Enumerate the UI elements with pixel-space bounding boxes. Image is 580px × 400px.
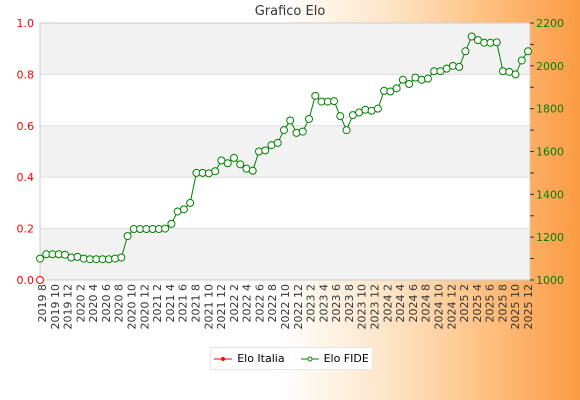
data-point — [461, 47, 470, 56]
x-tick-label: 2024 2 — [381, 284, 394, 323]
x-tick-label: 2020 4 — [87, 284, 100, 323]
data-point — [405, 80, 414, 89]
data-point — [273, 138, 282, 147]
data-point — [467, 32, 476, 41]
x-tick-label: 2019 12 — [62, 284, 75, 330]
data-point — [236, 160, 245, 169]
y-right-tick-label: 2200 — [536, 17, 564, 30]
y-left-tick-label: 0.0 — [17, 274, 35, 287]
x-tick-label: 2021 10 — [202, 284, 215, 330]
data-point — [423, 74, 432, 83]
data-point — [161, 224, 170, 233]
x-tick-label: 2020 10 — [126, 284, 139, 330]
x-tick-label: 2022 8 — [266, 284, 279, 323]
x-tick-label: 2021 12 — [215, 284, 228, 330]
x-tick-label: 2022 2 — [228, 284, 241, 323]
x-tick-label: 2025 2 — [458, 284, 471, 323]
y-left-tick-label: 0.4 — [17, 171, 35, 184]
data-point — [186, 198, 195, 207]
x-tick-label: 2024 6 — [407, 284, 420, 323]
x-tick-label: 2023 4 — [317, 284, 330, 323]
grid-band — [40, 125, 530, 178]
x-tick-label: 2025 12 — [522, 284, 535, 330]
x-tick-label: 2025 8 — [496, 284, 509, 323]
x-tick-label: 2023 6 — [330, 284, 343, 323]
y-right-tick-label: 1200 — [536, 231, 564, 244]
data-point — [330, 97, 339, 106]
x-tick-label: 2021 6 — [177, 284, 190, 323]
data-point — [398, 75, 407, 84]
legend-item-elo-italia: Elo Italia — [214, 352, 285, 365]
y-left-tick-label: 0.2 — [17, 223, 35, 236]
data-point — [117, 253, 126, 262]
x-tick-label: 2023 12 — [369, 284, 382, 330]
data-point — [386, 87, 395, 96]
y-right-tick-label: 1400 — [536, 188, 564, 201]
data-point — [392, 84, 401, 93]
chart-title: Grafico Elo — [254, 4, 326, 19]
legend-marker-elo-fide — [300, 356, 319, 361]
x-tick-label: 2021 8 — [189, 284, 202, 323]
x-tick-label: 2021 2 — [151, 284, 164, 323]
data-point — [36, 254, 44, 263]
x-tick-label: 2024 10 — [432, 284, 445, 330]
x-tick-label: 2024 8 — [420, 284, 433, 323]
x-tick-label: 2024 12 — [445, 284, 458, 330]
x-tick-label: 2020 6 — [100, 284, 113, 323]
data-point — [123, 232, 132, 241]
x-tick-label: 2024 4 — [394, 284, 407, 323]
data-point — [517, 56, 526, 65]
x-tick-label: 2020 8 — [113, 284, 126, 323]
data-point — [36, 276, 44, 284]
data-point — [248, 166, 257, 175]
x-tick-label: 2020 2 — [74, 284, 87, 323]
y-left-tick-label: 1.0 — [17, 17, 35, 30]
x-tick-label: 2023 8 — [343, 284, 356, 323]
data-point — [336, 112, 345, 121]
data-point — [286, 116, 295, 125]
data-point — [305, 114, 314, 123]
data-point — [373, 104, 382, 113]
data-point — [342, 126, 351, 135]
x-tick-label: 2019 8 — [36, 284, 49, 323]
y-right-tick-label: 1000 — [536, 274, 564, 287]
legend-marker-elo-italia — [214, 356, 233, 361]
data-point — [179, 205, 188, 214]
x-tick-label: 2021 4 — [164, 284, 177, 323]
y-right-tick-label: 1800 — [536, 103, 564, 116]
x-tick-label: 2025 4 — [471, 284, 484, 323]
y-right-tick-label: 2000 — [536, 60, 564, 73]
y-left-tick-label: 0.6 — [17, 120, 35, 133]
x-tick-label: 2022 10 — [279, 284, 292, 330]
data-point — [211, 167, 220, 176]
x-tick-label: 2023 2 — [305, 284, 318, 323]
x-tick-label: 2025 6 — [484, 284, 497, 323]
legend-label-elo-italia: Elo Italia — [237, 352, 285, 365]
data-point — [455, 62, 464, 71]
x-tick-label: 2020 12 — [138, 284, 151, 330]
data-point — [261, 146, 270, 155]
data-point — [524, 47, 532, 56]
data-point — [223, 159, 232, 168]
data-point — [298, 127, 307, 136]
legend: Elo Italia Elo FIDE — [210, 347, 373, 370]
x-tick-label: 2019 10 — [49, 284, 62, 330]
legend-item-elo-fide: Elo FIDE — [300, 352, 369, 365]
data-point — [492, 38, 501, 47]
x-tick-label: 2023 10 — [356, 284, 369, 330]
y-right-tick-label: 1600 — [536, 146, 564, 159]
data-point — [229, 153, 238, 162]
data-point — [311, 91, 320, 100]
data-point — [167, 219, 176, 228]
data-point — [280, 126, 288, 135]
legend-label-elo-fide: Elo FIDE — [323, 352, 369, 365]
data-point — [511, 70, 520, 79]
x-tick-label: 2022 6 — [253, 284, 266, 323]
grid-band — [40, 228, 530, 280]
x-tick-label: 2022 12 — [292, 284, 305, 330]
x-tick-label: 2022 4 — [241, 284, 254, 323]
y-left-tick-label: 0.8 — [17, 68, 35, 81]
x-tick-label: 2025 10 — [509, 284, 522, 330]
